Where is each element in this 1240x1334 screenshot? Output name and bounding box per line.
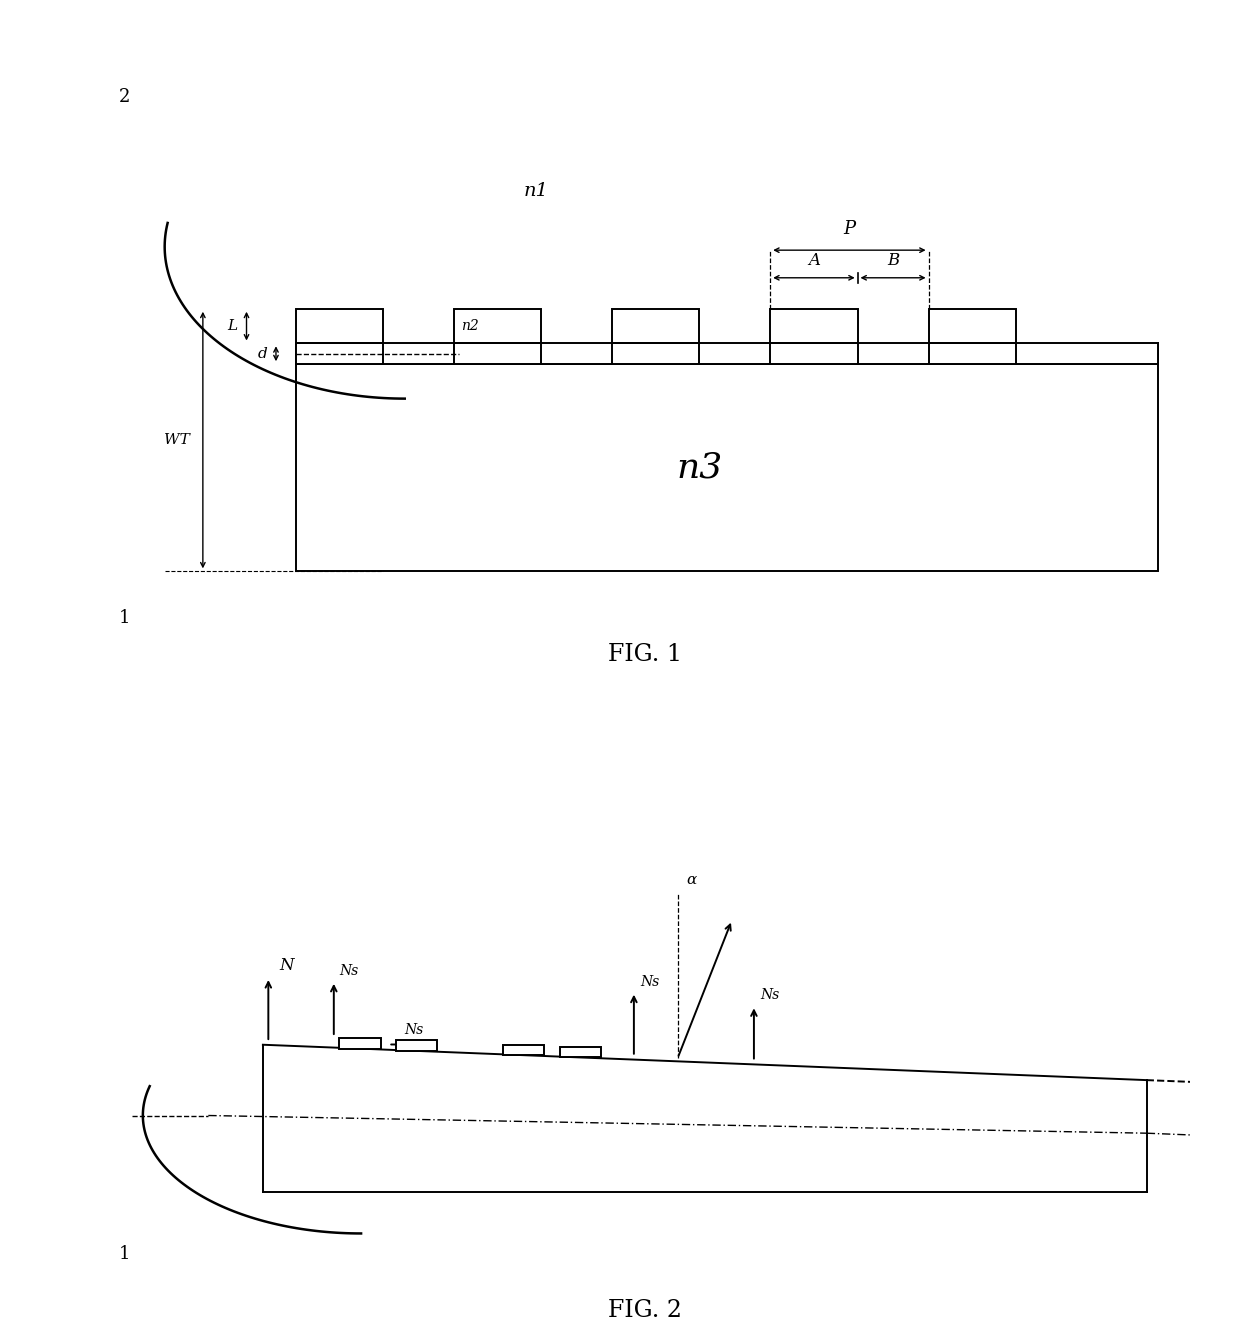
Bar [295,309,1158,364]
Bar [929,309,1016,343]
Bar [340,1038,381,1049]
Text: L: L [228,319,238,334]
Text: WT: WT [164,434,190,447]
Text: α: α [686,874,697,887]
Text: n1: n1 [523,183,548,200]
Bar [858,308,929,343]
Bar [559,1047,601,1058]
Bar [770,309,858,343]
Bar [454,309,541,343]
Text: n3: n3 [676,451,723,484]
Bar [541,308,613,343]
Text: 1: 1 [119,1245,130,1263]
Text: d: d [258,347,268,360]
Text: Ns: Ns [640,975,660,988]
Bar [295,343,1158,364]
Bar [295,309,383,343]
Text: 1: 1 [119,608,130,627]
Text: FIG. 1: FIG. 1 [608,643,682,666]
Bar [699,308,770,343]
Text: Ns: Ns [760,988,780,1002]
Text: P: P [843,220,856,237]
Text: FIG. 2: FIG. 2 [608,1298,682,1322]
Text: B: B [887,252,899,269]
Text: 2: 2 [119,88,130,105]
Bar [295,343,1158,364]
Text: Ns: Ns [404,1023,424,1038]
Bar [503,1045,544,1055]
Text: n2: n2 [461,319,479,334]
Text: N: N [279,958,294,974]
Bar [613,309,699,343]
Bar [396,1041,438,1051]
Text: Ns: Ns [340,964,358,978]
Text: A: A [808,252,820,269]
Bar [1016,308,1086,343]
Bar [383,308,454,343]
Bar [295,364,1158,571]
